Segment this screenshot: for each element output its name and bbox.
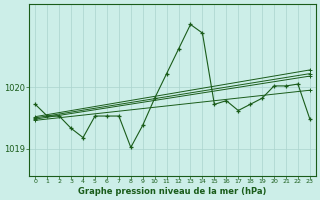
X-axis label: Graphe pression niveau de la mer (hPa): Graphe pression niveau de la mer (hPa) [78, 187, 267, 196]
